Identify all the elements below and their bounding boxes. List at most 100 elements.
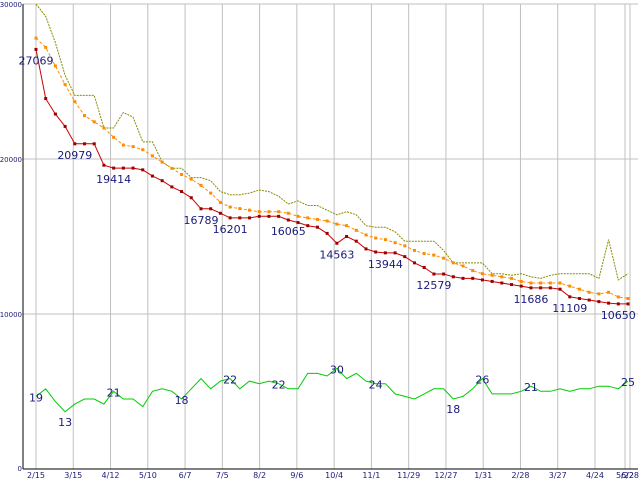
moving-average-point bbox=[354, 228, 358, 232]
price-point bbox=[228, 216, 232, 220]
price-point bbox=[199, 207, 203, 211]
price-point bbox=[529, 286, 533, 290]
moving-average-point bbox=[335, 222, 339, 226]
price-point bbox=[480, 278, 484, 282]
x-tick-label: 10/4 bbox=[325, 471, 343, 480]
price-point bbox=[315, 225, 319, 229]
moving-average-point bbox=[558, 281, 562, 285]
price-data-label: 16065 bbox=[271, 225, 306, 238]
moving-average-point bbox=[141, 148, 145, 152]
moving-average-point bbox=[616, 295, 620, 299]
x-tick-label: 5/10 bbox=[139, 471, 157, 480]
moving-average-point bbox=[112, 135, 116, 139]
moving-average-point bbox=[548, 281, 552, 285]
moving-average-point bbox=[461, 264, 465, 268]
moving-average-point bbox=[121, 143, 125, 147]
moving-average-point bbox=[83, 114, 87, 118]
moving-average-point bbox=[92, 120, 96, 124]
lower-data-label: 30 bbox=[330, 363, 344, 376]
moving-average-point bbox=[218, 200, 222, 204]
price-point bbox=[189, 196, 193, 200]
moving-average-point bbox=[306, 216, 310, 220]
price-point bbox=[160, 179, 164, 183]
price-point bbox=[519, 284, 523, 288]
x-tick-label: 12/27 bbox=[434, 471, 457, 480]
moving-average-point bbox=[471, 269, 475, 273]
price-point bbox=[500, 281, 504, 285]
price-data-label: 11686 bbox=[513, 293, 548, 306]
price-point bbox=[607, 301, 611, 305]
price-point bbox=[510, 283, 514, 287]
price-data-label: 12579 bbox=[416, 279, 451, 292]
price-point bbox=[277, 214, 281, 218]
price-point bbox=[53, 112, 57, 116]
price-point bbox=[296, 221, 300, 225]
price-point bbox=[364, 247, 368, 251]
moving-average-point bbox=[150, 154, 154, 158]
lower-data-label: 25 bbox=[621, 376, 635, 389]
price-point bbox=[374, 250, 378, 254]
price-point bbox=[34, 47, 38, 51]
moving-average-point bbox=[63, 83, 67, 87]
moving-average-point bbox=[529, 281, 533, 285]
series-layer bbox=[34, 3, 630, 413]
moving-average-point bbox=[267, 210, 271, 214]
price-point bbox=[548, 286, 552, 290]
moving-average-point bbox=[257, 210, 261, 214]
moving-average-point bbox=[238, 207, 242, 211]
price-point bbox=[422, 266, 426, 269]
moving-average-point bbox=[442, 256, 446, 260]
moving-average-point bbox=[607, 290, 611, 294]
price-point bbox=[442, 272, 446, 276]
moving-average-point bbox=[490, 273, 494, 277]
price-data-label: 13944 bbox=[368, 258, 403, 271]
x-tick-label: 3/27 bbox=[549, 471, 567, 480]
x-tick-label: 6/7 bbox=[179, 471, 192, 480]
y-tick-label: 10000 bbox=[0, 311, 22, 319]
moving-average-point bbox=[209, 191, 213, 195]
price-point bbox=[616, 302, 620, 306]
moving-average-point bbox=[277, 210, 281, 214]
x-tick-label: 2/28 bbox=[511, 471, 529, 480]
moving-average-point bbox=[325, 219, 329, 223]
x-tick-label: 6/28 bbox=[621, 471, 639, 480]
moving-average-point bbox=[393, 241, 397, 245]
price-point bbox=[267, 214, 271, 218]
price-point bbox=[354, 239, 358, 243]
lower-data-label: 21 bbox=[524, 381, 538, 394]
price-point bbox=[121, 166, 125, 170]
x-tick-label: 3/15 bbox=[64, 471, 82, 480]
price-point bbox=[248, 216, 252, 220]
lower-data-label: 22 bbox=[223, 374, 237, 387]
price-point bbox=[286, 218, 290, 222]
price-point bbox=[345, 235, 349, 238]
price-data-label: 19414 bbox=[96, 173, 131, 186]
price-point bbox=[335, 241, 339, 245]
x-tick-label: 7/5 bbox=[216, 471, 229, 480]
price-point bbox=[451, 275, 455, 279]
x-tick-label: 4/24 bbox=[586, 471, 604, 480]
moving-average-point bbox=[296, 214, 300, 218]
moving-average-point bbox=[539, 281, 543, 285]
moving-average-point bbox=[160, 160, 164, 164]
lower-data-label: 24 bbox=[369, 379, 383, 392]
price-data-label: 16789 bbox=[183, 214, 218, 227]
series-line-moving-average bbox=[35, 37, 629, 299]
moving-average-point bbox=[510, 276, 514, 280]
lower-data-label: 22 bbox=[272, 379, 286, 392]
price-point bbox=[393, 251, 397, 255]
y-tick-label: 0 bbox=[18, 465, 22, 473]
moving-average-point bbox=[432, 253, 436, 257]
x-tick-label: 4/12 bbox=[102, 471, 120, 480]
price-data-label: 16201 bbox=[213, 223, 248, 236]
y-tick-label: 20000 bbox=[0, 156, 22, 164]
price-point bbox=[209, 207, 213, 211]
moving-average-point bbox=[364, 233, 368, 237]
lower-data-label: 19 bbox=[29, 391, 43, 404]
x-tick-label: 9/6 bbox=[290, 471, 303, 480]
price-point bbox=[63, 124, 67, 128]
